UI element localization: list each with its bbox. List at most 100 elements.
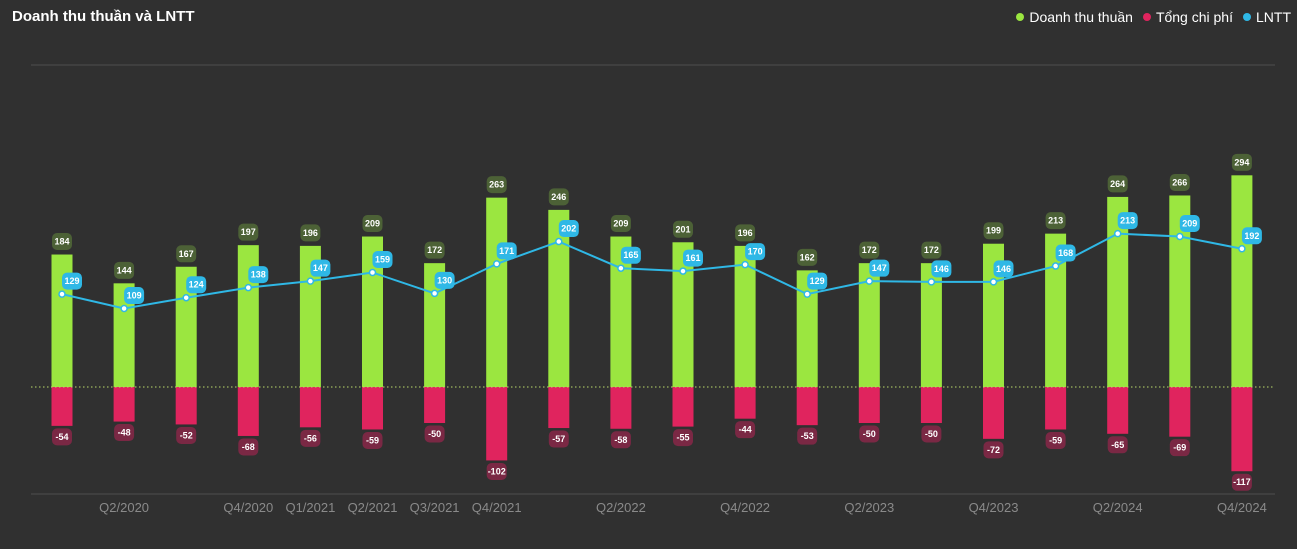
- cost-bar: [486, 387, 508, 461]
- lntt-data-label: 209: [1182, 219, 1197, 229]
- cost-data-label: -52: [180, 430, 193, 440]
- revenue-data-label-bg: [983, 222, 1004, 240]
- lntt-data-label-bg: [869, 259, 890, 277]
- lntt-point: [555, 237, 563, 246]
- cost-data-label-bg: [238, 438, 259, 456]
- revenue-data-label-bg: [1231, 153, 1252, 171]
- x-tick-label: Q2/2020: [99, 500, 149, 515]
- revenue-data-label-bg: [735, 224, 756, 242]
- lntt-point: [182, 293, 190, 302]
- cost-bar: [299, 387, 321, 428]
- lntt-point: [1176, 232, 1184, 241]
- lntt-data-label-bg: [1117, 212, 1138, 230]
- revenue-data-label: 184: [54, 237, 69, 247]
- legend-dot-total-cost: [1142, 13, 1151, 21]
- cost-bar: [672, 387, 694, 427]
- lntt-data-label: 192: [1244, 231, 1259, 241]
- cost-bar: [175, 387, 197, 425]
- legend-item-revenue[interactable]: Doanh thu thuần: [1016, 9, 1133, 25]
- revenue-data-label: 162: [800, 252, 815, 262]
- cost-bar: [424, 387, 446, 423]
- lntt-point: [803, 290, 811, 298]
- cost-data-label-bg: [1231, 473, 1252, 491]
- cost-bar: [610, 387, 632, 429]
- lntt-data-label-bg: [807, 272, 828, 290]
- revenue-bar: [486, 197, 508, 387]
- revenue-data-label: 294: [1234, 157, 1249, 167]
- cost-bar: [548, 387, 570, 429]
- lntt-line: [61, 232, 1243, 310]
- lntt-data-label: 130: [437, 275, 452, 285]
- revenue-data-label: 201: [675, 224, 690, 234]
- revenue-data-label: 213: [1048, 216, 1063, 226]
- x-tick-label: Q3/2021: [410, 500, 460, 515]
- cost-data-label-bg: [610, 431, 631, 449]
- revenue-bar: [920, 263, 942, 387]
- lntt-point: [989, 278, 998, 286]
- cost-data-label-bg: [486, 462, 507, 480]
- lntt-point: [58, 290, 66, 298]
- x-tick-label: Q2/2024: [1093, 500, 1143, 515]
- lntt-data-label-bg: [248, 266, 269, 284]
- revenue-bar: [858, 263, 880, 387]
- revenue-data-label: 197: [241, 227, 256, 237]
- lntt-data-label-bg: [683, 249, 703, 267]
- lntt-data-label-bg: [993, 260, 1014, 278]
- cost-bar: [796, 387, 818, 426]
- legend-item-lntt[interactable]: LNTT: [1243, 9, 1291, 25]
- cost-data-label: -69: [1173, 443, 1186, 453]
- lntt-data-label-bg: [558, 220, 579, 238]
- revenue-data-label-bg: [176, 245, 197, 263]
- legend-item-total-cost[interactable]: Tổng chi phí: [1142, 9, 1233, 25]
- cost-data-label: -117: [1233, 477, 1251, 487]
- lntt-data-label-bg: [62, 272, 82, 290]
- revenue-data-label-bg: [486, 176, 507, 194]
- lntt-data-label-bg: [310, 259, 331, 277]
- lntt-point: [492, 260, 501, 268]
- revenue-data-label: 172: [427, 245, 442, 255]
- revenue-data-label-bg: [238, 223, 259, 241]
- lntt-data-label-bg: [1055, 244, 1076, 262]
- cost-data-label-bg: [300, 429, 321, 447]
- lntt-point: [306, 277, 315, 285]
- revenue-data-label: 209: [365, 219, 380, 229]
- lntt-point: [430, 289, 439, 298]
- legend-label-lntt: LNTT: [1256, 9, 1291, 25]
- cost-data-label-bg: [735, 421, 756, 439]
- cost-data-label: -102: [488, 466, 506, 476]
- revenue-bar: [610, 236, 632, 387]
- revenue-data-label-bg: [610, 215, 631, 233]
- cost-data-label: -72: [987, 445, 1000, 455]
- lntt-data-label: 109: [127, 291, 142, 301]
- cost-data-label: -50: [863, 429, 876, 439]
- cost-data-label: -56: [304, 433, 317, 443]
- x-tick-label: Q4/2020: [223, 500, 273, 515]
- lntt-point: [368, 268, 377, 277]
- lntt-point: [120, 304, 128, 313]
- cost-data-label: -50: [925, 429, 938, 439]
- lntt-data-label-bg: [745, 243, 766, 261]
- legend-label-total-cost: Tổng chi phí: [1155, 9, 1233, 25]
- cost-data-label: -65: [1111, 440, 1124, 450]
- revenue-data-label: 196: [303, 228, 318, 238]
- lntt-point: [927, 278, 936, 286]
- lntt-point: [679, 267, 687, 275]
- revenue-data-label-bg: [673, 220, 693, 238]
- cost-bar: [1169, 387, 1191, 437]
- lntt-data-label: 168: [1058, 248, 1073, 258]
- cost-data-label-bg: [362, 431, 383, 449]
- legend-dot-revenue: [1016, 13, 1025, 21]
- cost-data-label-bg: [797, 427, 818, 445]
- cost-data-label-bg: [114, 424, 135, 442]
- cost-data-label: -54: [55, 432, 68, 442]
- lntt-data-label: 138: [251, 270, 266, 280]
- lntt-data-label-bg: [931, 260, 952, 278]
- revenue-data-label: 209: [613, 219, 628, 229]
- revenue-data-label-bg: [1107, 175, 1128, 193]
- lntt-data-label: 147: [872, 263, 887, 273]
- revenue-bar: [548, 209, 570, 387]
- cost-data-label: -48: [118, 428, 131, 438]
- lntt-data-label: 159: [375, 255, 390, 265]
